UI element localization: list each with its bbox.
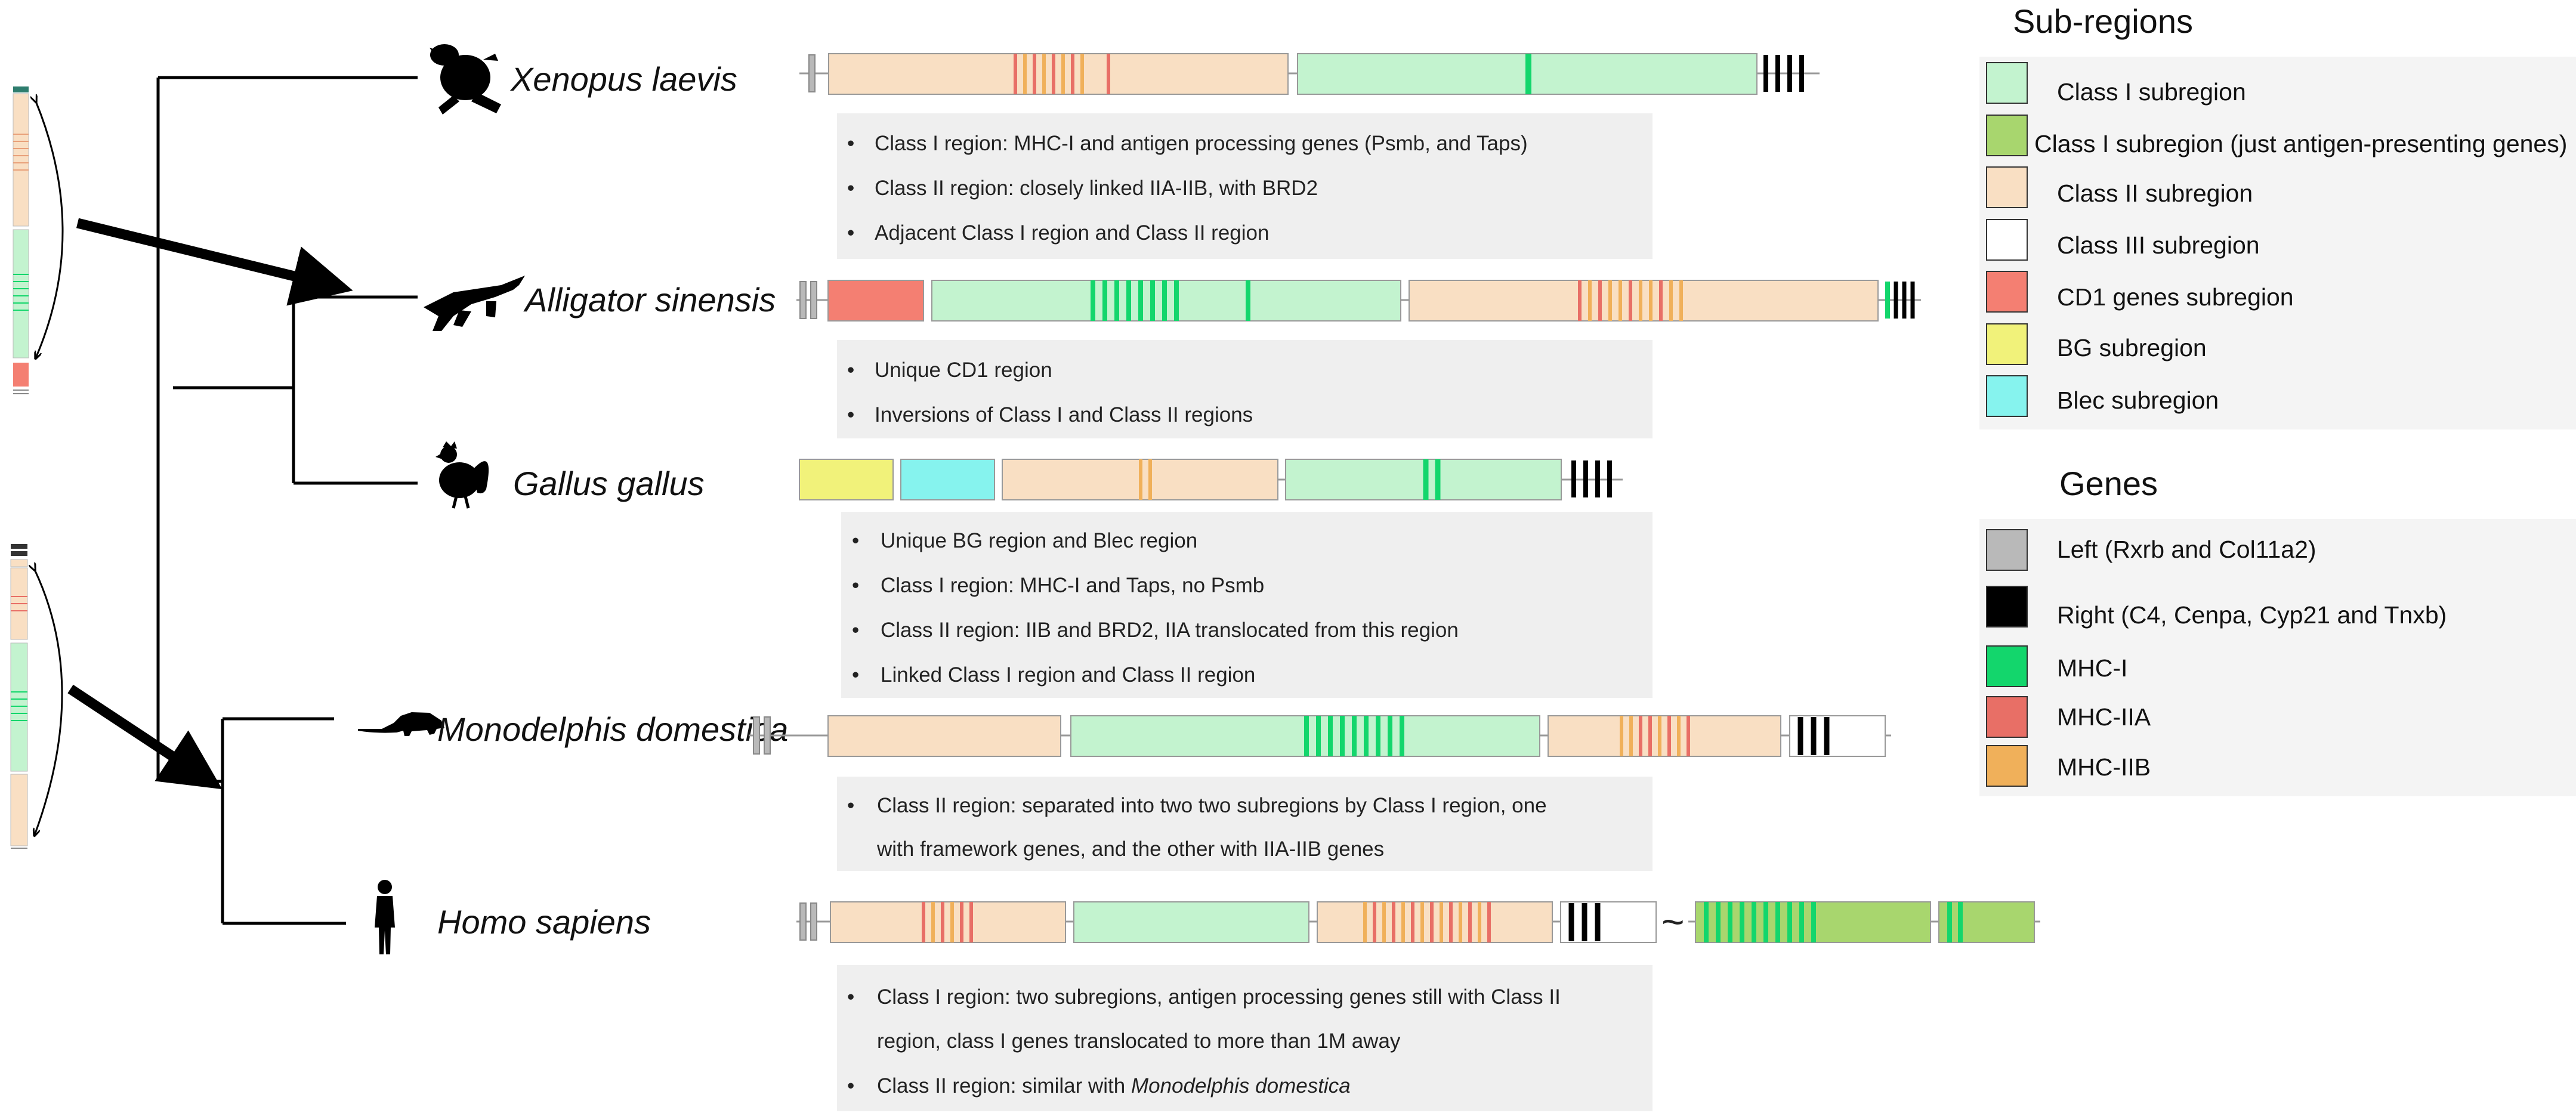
swatch-mhc2a [1986, 696, 2028, 738]
note-text: with framework genes, and the other with… [876, 837, 1384, 861]
frog-silhouette-icon [430, 44, 501, 115]
note-box-homo: • Class I region: two subregions, antige… [837, 965, 1653, 1111]
legend-label: Class I subregion [2057, 78, 2246, 106]
note-text: Class II region: closely linked IIA-IIB,… [875, 177, 1318, 200]
swatch-right [1986, 586, 2028, 627]
note-box-gallus: • Unique BG region and Blec region • Cla… [841, 512, 1653, 698]
swatch-mhc2b [1986, 745, 2028, 787]
human-silhouette-icon [375, 880, 395, 954]
note-text: Unique BG region and Blec region [881, 529, 1197, 552]
tree-branch-xenopus [156, 76, 418, 781]
legend-subregions-title: Sub-regions [2013, 2, 2193, 40]
rooster-silhouette-icon [435, 441, 489, 509]
swatch-bg [1986, 323, 2028, 365]
species-name-homo: Homo sapiens [437, 903, 651, 941]
swatch-cd1 [1986, 271, 2028, 313]
legend-label: MHC-IIB [2057, 753, 2151, 781]
svg-text:•: • [852, 529, 859, 552]
tree-branch-mammals [173, 717, 346, 925]
legend-label: Blec subregion [2057, 387, 2219, 414]
note-text: Class I region: MHC-I and antigen proces… [875, 132, 1528, 155]
legend-genes: Genes Left (Rxrb and Col11a2) Right (C4,… [1979, 465, 2576, 796]
swatch-class2 [1986, 166, 2028, 208]
svg-text:•: • [847, 403, 854, 426]
mini-map-top-arrow [36, 101, 64, 358]
svg-text:•: • [847, 177, 854, 200]
svg-text:•: • [852, 574, 859, 597]
gene-map-homo: ~ [796, 899, 2040, 944]
note-box-monodelphis: • Class II region: separated into two tw… [837, 777, 1653, 871]
svg-text:•: • [847, 358, 854, 382]
mini-map-top [13, 86, 29, 394]
note-text: Class II region: separated into two two … [877, 794, 1547, 817]
note-text: Inversions of Class I and Class II regio… [875, 403, 1253, 426]
mini-map-bottom [10, 544, 28, 849]
tree-branch-sauropsids [173, 295, 418, 485]
swatch-class1-ap [1986, 115, 2028, 156]
species-name-xenopus: Xenopus laevis [509, 60, 737, 98]
legend-label: Class I subregion (just antigen-presenti… [2034, 130, 2567, 157]
species-name-gallus: Gallus gallus [513, 465, 705, 502]
legend-label: Class III subregion [2057, 231, 2260, 259]
svg-text:•: • [852, 619, 859, 642]
legend-label: BG subregion [2057, 334, 2207, 361]
gene-map-gallus [799, 459, 1623, 500]
note-box-xenopus: • Class I region: MHC-I and antigen proc… [837, 113, 1653, 259]
svg-text:•: • [847, 132, 854, 155]
svg-text:•: • [852, 663, 859, 687]
swatch-class3 [1986, 219, 2028, 261]
inversion-arrow-top [76, 218, 353, 306]
phylogenetic-tree [156, 76, 418, 925]
swatch-left [1986, 529, 2028, 571]
legend-label: Class II subregion [2057, 180, 2253, 207]
swatch-class1 [1986, 62, 2028, 104]
legend-label: CD1 genes subregion [2057, 283, 2294, 311]
opossum-silhouette-icon [358, 712, 444, 736]
note-text: Unique CD1 region [875, 358, 1052, 382]
note-text: Class I region: MHC-I and Taps, no Psmb [881, 574, 1264, 597]
svg-text:•: • [847, 794, 854, 817]
note-text: Class I region: two subregions, antigen … [877, 985, 1561, 1009]
note-text: Class II region: IIB and BRD2, IIA trans… [881, 619, 1459, 642]
mini-map-bottom-arrow [35, 570, 63, 835]
species-name-monodelphis: Monodelphis domestica [437, 710, 788, 748]
species-labels: Xenopus laevis Alligator sinensis Gallus… [437, 60, 788, 941]
legend-label: Right (C4, Cenpa, Cyp21 and Tnxb) [2057, 601, 2447, 629]
gene-map-monodelphis [749, 715, 1891, 757]
swatch-mhc1 [1986, 645, 2028, 687]
gene-map-alligator [796, 280, 1921, 322]
swatch-blec [1986, 375, 2028, 417]
note-italic-species: Monodelphis domestica [1131, 1074, 1351, 1098]
legend-label: Left (Rxrb and Col11a2) [2057, 536, 2316, 563]
legend-genes-title: Genes [2059, 465, 2158, 502]
legend-label: MHC-IIA [2057, 703, 2151, 731]
translocation-tilde: ~ [1661, 899, 1685, 944]
note-text: Adjacent Class I region and Class II reg… [875, 221, 1269, 245]
gene-map-xenopus [799, 53, 1820, 95]
svg-text:•: • [847, 221, 854, 245]
note-text: Linked Class I region and Class II regio… [881, 663, 1255, 687]
species-name-alligator: Alligator sinensis [523, 281, 776, 319]
note-box-alligator: • Unique CD1 region • Inversions of Clas… [837, 340, 1653, 438]
note-text: region, class I genes translocated to mo… [877, 1030, 1401, 1053]
alligator-silhouette-icon [424, 276, 525, 331]
legend-subregions: Sub-regions Class I subregion Class I su… [1979, 2, 2576, 429]
inversion-arrow-bottom [67, 684, 223, 790]
svg-text:•: • [847, 1074, 854, 1098]
legend-label: MHC-I [2057, 654, 2127, 682]
note-text: Class II region: similar with Monodelphi… [877, 1074, 1351, 1098]
svg-text:•: • [847, 985, 854, 1009]
